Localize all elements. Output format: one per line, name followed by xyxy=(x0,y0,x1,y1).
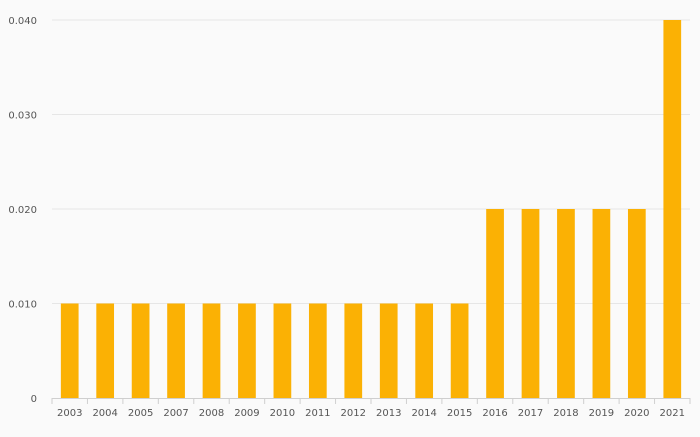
x-tick-label: 2018 xyxy=(553,408,578,419)
x-axis xyxy=(51,398,691,404)
x-tick-label: 2014 xyxy=(411,408,436,419)
bar-2003[interactable] xyxy=(60,303,79,399)
x-tick-label: 2021 xyxy=(660,408,685,419)
x-tick-label: 2004 xyxy=(92,408,117,419)
bar-2013[interactable] xyxy=(379,303,398,399)
x-tick-label: 2010 xyxy=(270,408,295,419)
y-tick-label: 0 xyxy=(31,394,37,405)
gridlines xyxy=(52,19,690,304)
x-tick-label: 2013 xyxy=(376,408,401,419)
bar-2011[interactable] xyxy=(308,303,327,399)
bar-2007[interactable] xyxy=(167,303,185,399)
x-tick-label: 2005 xyxy=(128,408,153,419)
bar-2014[interactable] xyxy=(415,303,434,399)
x-tick-label: 2011 xyxy=(305,408,330,419)
bar-2020[interactable] xyxy=(627,209,646,398)
x-tick-label: 2017 xyxy=(518,408,543,419)
x-tick-label: 2003 xyxy=(57,408,82,419)
x-tick-label: 2008 xyxy=(199,408,224,419)
y-tick-labels: 0 0.010 0.020 0.030 0.040 xyxy=(8,16,37,405)
bar-2005[interactable] xyxy=(131,303,150,399)
y-tick-label: 0.030 xyxy=(8,111,37,122)
bar-2012[interactable] xyxy=(344,303,363,399)
x-tick-label: 2007 xyxy=(163,408,188,419)
bars xyxy=(60,20,682,399)
x-tick-label: 2020 xyxy=(624,408,649,419)
bar-2021[interactable] xyxy=(663,20,682,398)
x-tick-label: 2015 xyxy=(447,408,472,419)
x-tick-label: 2009 xyxy=(234,408,259,419)
bar-2018[interactable] xyxy=(557,209,575,398)
bar-2008[interactable] xyxy=(202,303,221,399)
y-tick-label: 0.010 xyxy=(8,300,37,311)
x-tick-label: 2019 xyxy=(589,408,614,419)
bar-2016[interactable] xyxy=(486,209,504,398)
bar-2004[interactable] xyxy=(96,303,115,399)
y-tick-label: 0.040 xyxy=(8,16,37,27)
bar-2015[interactable] xyxy=(450,303,469,399)
bar-2010[interactable] xyxy=(273,303,292,399)
x-tick-label: 2016 xyxy=(482,408,507,419)
x-tick-labels: 2003 2004 2005 2007 2008 2009 2010 2011 2012 2013… xyxy=(57,408,685,419)
y-tick-label: 0.020 xyxy=(8,205,37,216)
x-tick-label: 2012 xyxy=(341,408,366,419)
bar-2009[interactable] xyxy=(238,303,256,399)
bar-2019[interactable] xyxy=(592,209,611,398)
bar-2017[interactable] xyxy=(521,209,540,398)
